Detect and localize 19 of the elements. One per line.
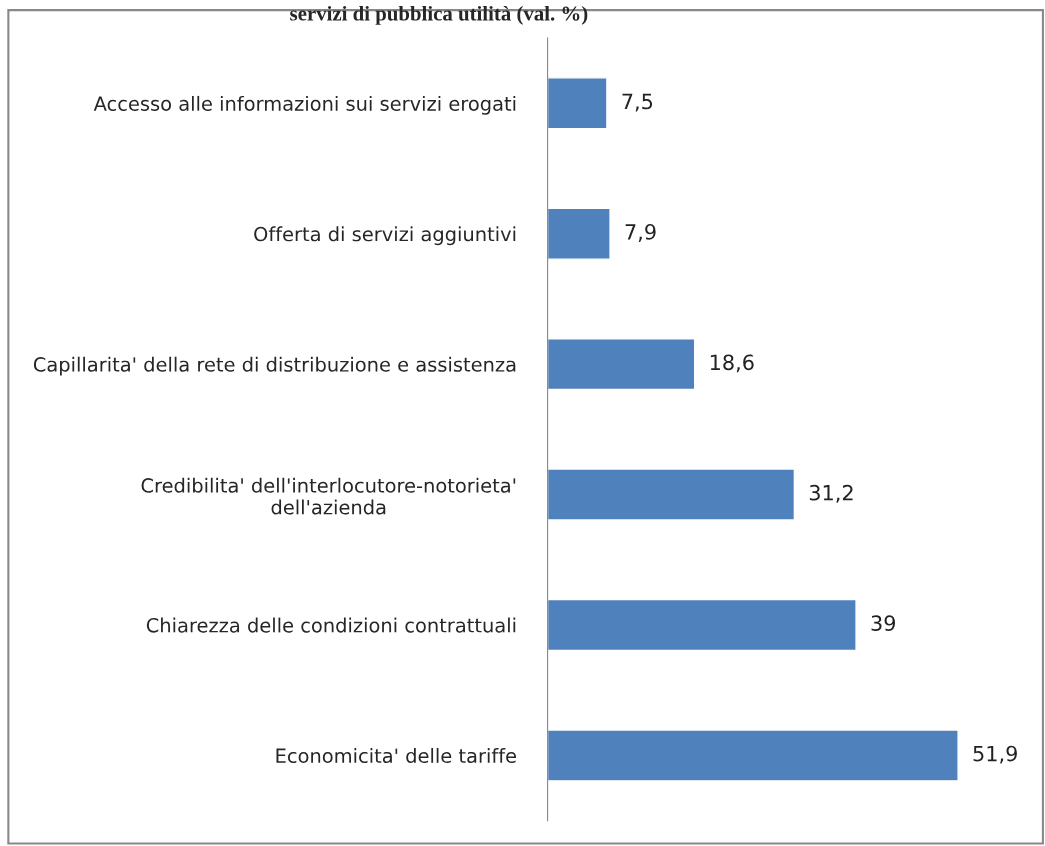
bar bbox=[547, 207, 611, 260]
data-label: 7,5 bbox=[622, 93, 653, 112]
data-label: 31,2 bbox=[809, 484, 853, 503]
bar bbox=[547, 77, 608, 130]
y-tick-label: Chiarezza delle condizioni contrattuali bbox=[146, 617, 516, 633]
data-label: 51,9 bbox=[973, 745, 1017, 764]
bar bbox=[547, 468, 796, 521]
bar bbox=[547, 338, 696, 391]
y-tick-label: Credibilita' dell'interlocutore-notorieta' dell'azienda bbox=[141, 477, 516, 515]
y-tick-label: Economicita' delle tariffe bbox=[276, 748, 516, 764]
chart-title: servizi di pubblica utilità (val. %) bbox=[290, 5, 588, 25]
y-tick-label: Offerta di servizi aggiuntivi bbox=[254, 226, 516, 246]
y-tick-label: Accesso alle informazioni sui servizi erogati bbox=[93, 95, 516, 115]
y-tick-label: Capillarita' della rete di distribuzione e assistenza bbox=[33, 356, 516, 376]
data-label: 18,6 bbox=[710, 354, 754, 373]
data-label: 7,9 bbox=[625, 223, 656, 242]
data-label: 39 bbox=[871, 615, 896, 632]
bar bbox=[547, 729, 959, 782]
bar bbox=[547, 598, 857, 652]
